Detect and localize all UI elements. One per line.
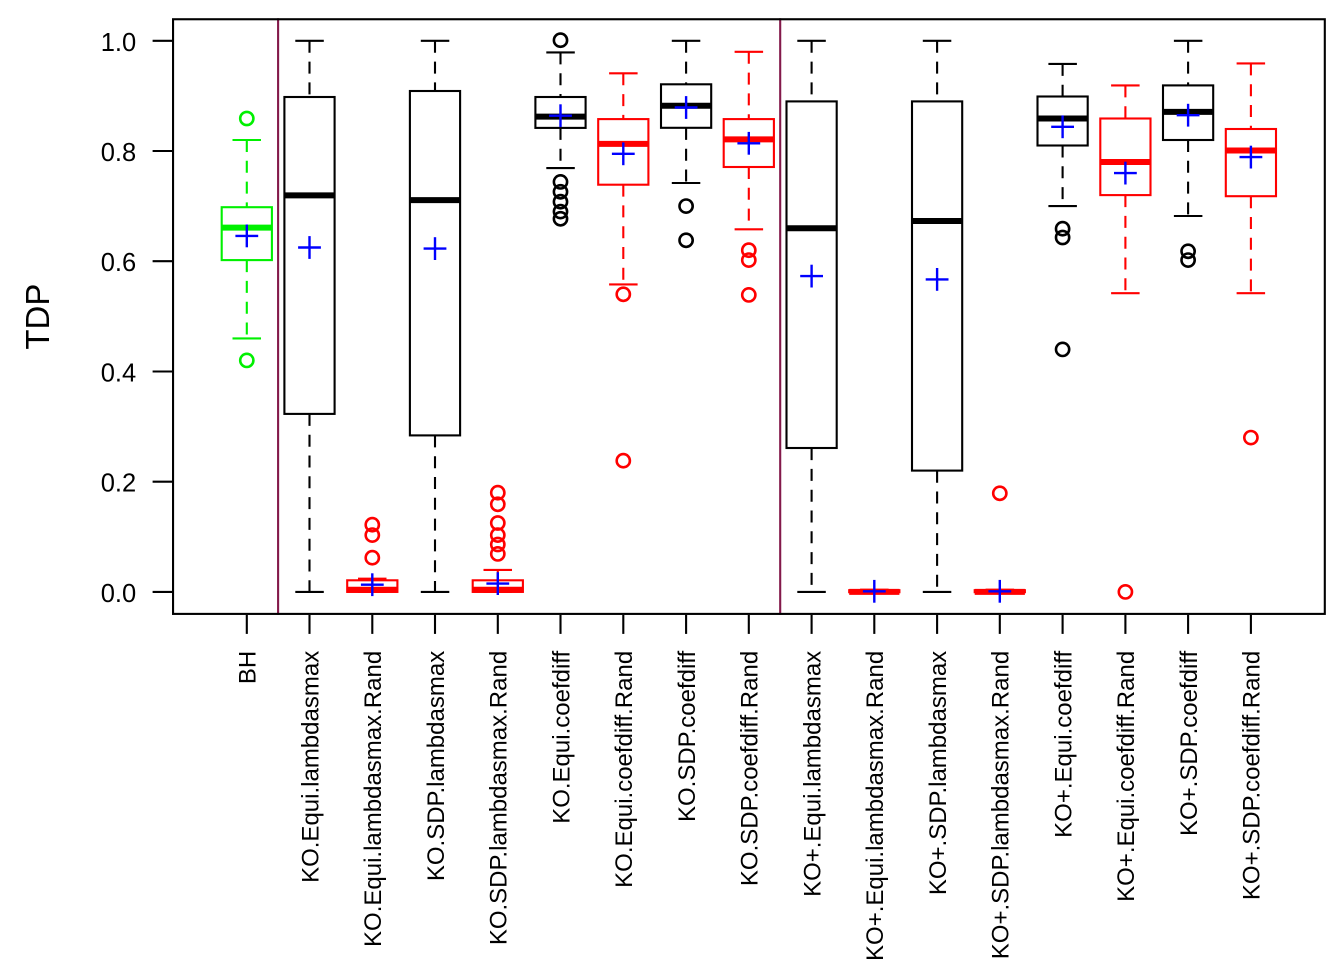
svg-text:0.8: 0.8: [101, 139, 136, 167]
svg-text:0.2: 0.2: [101, 470, 136, 498]
svg-text:KO+.SDP.coefdiff.Rand: KO+.SDP.coefdiff.Rand: [1239, 651, 1266, 900]
svg-text:KO+.SDP.lambdasmax: KO+.SDP.lambdasmax: [925, 651, 952, 895]
svg-text:BH: BH: [235, 651, 262, 684]
svg-text:KO.SDP.coefdiff.Rand: KO.SDP.coefdiff.Rand: [737, 651, 764, 886]
svg-text:KO.Equi.coefdiff: KO.Equi.coefdiff: [548, 650, 575, 823]
svg-text:KO.SDP.lambdasmax.Rand: KO.SDP.lambdasmax.Rand: [486, 651, 513, 945]
svg-text:0.4: 0.4: [101, 360, 136, 388]
svg-text:KO.Equi.lambdasmax.Rand: KO.Equi.lambdasmax.Rand: [360, 651, 387, 947]
svg-text:KO+.Equi.coefdiff.Rand: KO+.Equi.coefdiff.Rand: [1113, 651, 1140, 902]
svg-text:KO+.Equi.lambdasmax: KO+.Equi.lambdasmax: [799, 651, 826, 897]
svg-text:KO+.Equi.lambdasmax.Rand: KO+.Equi.lambdasmax.Rand: [862, 651, 889, 960]
svg-text:0.6: 0.6: [101, 249, 136, 277]
svg-text:KO.SDP.lambdasmax: KO.SDP.lambdasmax: [423, 651, 450, 881]
svg-text:KO.SDP.coefdiff: KO.SDP.coefdiff: [674, 650, 701, 822]
svg-text:KO+.SDP.lambdasmax.Rand: KO+.SDP.lambdasmax.Rand: [988, 651, 1015, 959]
svg-text:KO.Equi.lambdasmax: KO.Equi.lambdasmax: [297, 651, 324, 883]
svg-text:0.0: 0.0: [101, 580, 136, 608]
svg-text:KO+.SDP.coefdiff: KO+.SDP.coefdiff: [1176, 650, 1203, 836]
svg-text:1.0: 1.0: [101, 29, 136, 57]
svg-text:KO+.Equi.coefdiff: KO+.Equi.coefdiff: [1050, 650, 1077, 837]
svg-text:TDP: TDP: [19, 284, 56, 350]
svg-text:KO.Equi.coefdiff.Rand: KO.Equi.coefdiff.Rand: [611, 651, 638, 888]
